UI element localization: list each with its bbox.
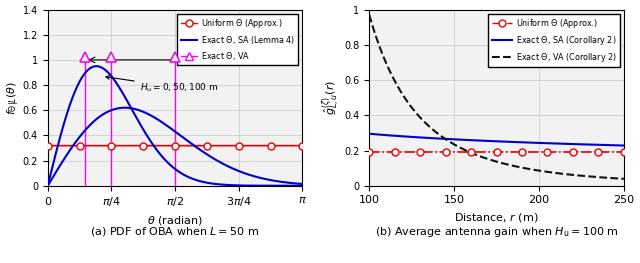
X-axis label: Distance, $r$ (m): Distance, $r$ (m) [454, 211, 539, 224]
Legend: Uniform $\Theta$ (Approx.), Exact $\Theta$, SA (Corollary 2), Exact $\Theta$, VA: Uniform $\Theta$ (Approx.), Exact $\Thet… [488, 14, 620, 67]
Text: (a) PDF of OBA when $L = 50$ m: (a) PDF of OBA when $L = 50$ m [90, 225, 260, 237]
Y-axis label: $f_{\Theta|L}(\theta)$: $f_{\Theta|L}(\theta)$ [6, 81, 21, 115]
Y-axis label: $\hat{g}^{(\zeta)}_{L,u}(r)$: $\hat{g}^{(\zeta)}_{L,u}(r)$ [321, 80, 343, 115]
Text: (b) Average antenna gain when $H_{\mathrm{u}} = 100$ m: (b) Average antenna gain when $H_{\mathr… [374, 225, 618, 239]
X-axis label: $\theta$ (radian): $\theta$ (radian) [147, 214, 203, 227]
Text: $H_{\mathrm{u}} = 0, 50, 100$ m: $H_{\mathrm{u}} = 0, 50, 100$ m [106, 75, 218, 94]
Legend: Uniform $\Theta$ (Approx.), Exact $\Theta$, SA (Lemma 4), Exact $\Theta$, VA: Uniform $\Theta$ (Approx.), Exact $\Thet… [177, 14, 298, 65]
